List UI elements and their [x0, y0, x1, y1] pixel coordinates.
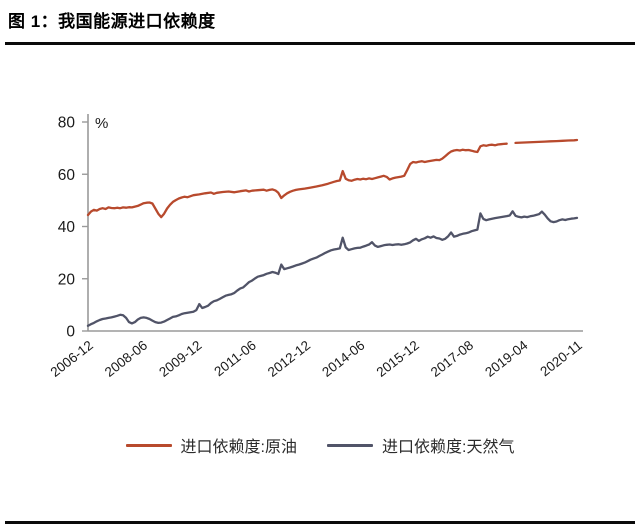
x-tick-label: 2019-04	[482, 337, 531, 380]
x-tick-label: 2012-12	[265, 338, 313, 380]
y-tick-label: 20	[58, 271, 76, 288]
y-tick-label: 60	[58, 167, 76, 184]
y-tick-label: 0	[66, 324, 75, 341]
y-tick-label: 80	[58, 115, 76, 132]
crude-oil-line-swatch	[125, 443, 172, 447]
x-tick-label: 2008-06	[102, 338, 150, 380]
legend-item-crude-oil: 进口依赖度:原油	[125, 433, 297, 457]
bottom-divider-rule	[5, 521, 635, 524]
legend-label-natural-gas: 进口依赖度:天然气	[382, 439, 515, 456]
x-tick-label: 2017-08	[428, 338, 476, 380]
figure-title: 图 1：我国能源进口依赖度	[8, 12, 216, 31]
series-line-natural-gas	[86, 210, 579, 327]
series-line-crude-oil	[514, 138, 579, 145]
x-tick-label: 2006-12	[48, 338, 96, 380]
legend-item-natural-gas: 进口依赖度:天然气	[327, 433, 514, 457]
x-tick-label: 2011-06	[211, 338, 258, 380]
x-tick-label: 2020-11	[537, 338, 584, 380]
x-tick-label: 2015-12	[374, 338, 422, 380]
x-tick-label: 2009-12	[156, 338, 204, 380]
natural-gas-line-swatch	[327, 443, 373, 447]
x-tick-label: 2014-06	[319, 338, 367, 380]
top-divider-rule	[5, 42, 635, 45]
y-tick-label: 40	[58, 219, 76, 236]
legend-label-crude-oil: 进口依赖度:原油	[180, 439, 297, 456]
series-line-crude-oil	[86, 142, 508, 219]
chart-legend: 进口依赖度:原油 进口依赖度:天然气	[0, 433, 640, 457]
y-axis-unit-label: %	[95, 115, 108, 132]
